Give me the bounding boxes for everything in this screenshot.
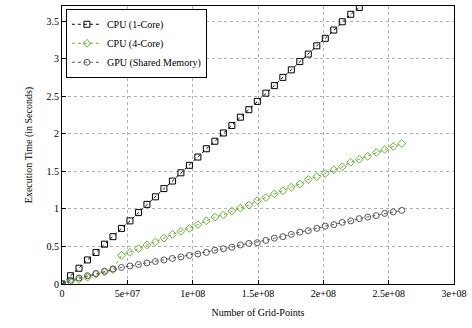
- svg-text:2e+08: 2e+08: [311, 288, 336, 299]
- svg-text:CPU (1-Core): CPU (1-Core): [107, 19, 163, 31]
- svg-text:0: 0: [60, 288, 65, 299]
- svg-text:CPU (4-Core): CPU (4-Core): [107, 38, 163, 50]
- svg-text:0: 0: [54, 279, 59, 290]
- svg-text:3.5: 3.5: [47, 16, 60, 27]
- svg-text:2.5: 2.5: [47, 91, 60, 102]
- svg-text:1e+08: 1e+08: [180, 288, 205, 299]
- svg-text:1.5: 1.5: [47, 166, 60, 177]
- svg-text:0.5: 0.5: [47, 241, 60, 252]
- svg-text:3e+08: 3e+08: [441, 288, 466, 299]
- svg-text:Number of Grid-Points: Number of Grid-Points: [212, 307, 305, 318]
- svg-text:Execution Time (in Seconds): Execution Time (in Seconds): [23, 87, 35, 203]
- svg-text:2.5e+08: 2.5e+08: [372, 288, 405, 299]
- svg-text:1.5e+08: 1.5e+08: [242, 288, 275, 299]
- svg-text:GPU (Shared Memory): GPU (Shared Memory): [107, 57, 201, 69]
- svg-text:1: 1: [54, 203, 59, 214]
- svg-text:2: 2: [54, 128, 59, 139]
- svg-text:5e+07: 5e+07: [115, 288, 140, 299]
- svg-text:3: 3: [54, 53, 59, 64]
